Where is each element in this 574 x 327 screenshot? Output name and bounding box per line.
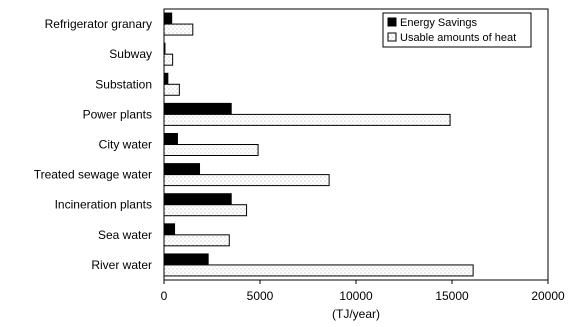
- category-label-sea-water: Sea water: [98, 228, 152, 242]
- legend: Energy Savings Usable amounts of heat: [382, 12, 532, 48]
- bar-energy-savings-sea-water: [163, 223, 176, 236]
- bar-usable-amounts-of-heat-city-water: [163, 144, 259, 156]
- category-label-power-plants: Power plants: [83, 107, 152, 121]
- x-tick-label: 10000: [339, 289, 373, 303]
- x-tick-label: 5000: [247, 289, 274, 303]
- category-label-treated-sewage-water: Treated sewage water: [34, 168, 152, 182]
- bar-energy-savings-refrigerator-granary: [163, 12, 173, 25]
- bar-energy-savings-river-water: [163, 253, 209, 266]
- x-tick-label: 0: [161, 289, 168, 303]
- category-labels: River water Sea water Incineration plants T…: [34, 17, 152, 272]
- bar-energy-savings-power-plants: [163, 102, 232, 115]
- bar-usable-amounts-of-heat-sea-water: [163, 234, 230, 247]
- legend-label-usable-heat: Usable amounts of heat: [400, 32, 516, 44]
- x-tick-labels: 0 5000 10000 15000 20000: [161, 280, 565, 303]
- bar-usable-amounts-of-heat-refrigerator-granary: [163, 23, 194, 36]
- bars-layer: [163, 12, 474, 277]
- category-label-substation: Substation: [95, 77, 152, 91]
- bar-energy-savings-incineration-plants: [163, 193, 232, 206]
- legend-swatch-usable-heat: [387, 32, 397, 42]
- category-label-city-water: City water: [99, 138, 152, 152]
- bar-energy-savings-city-water: [163, 133, 178, 145]
- bar-usable-amounts-of-heat-power-plants: [163, 113, 451, 126]
- category-label-river-water: River water: [91, 258, 152, 272]
- bar-usable-amounts-of-heat-incineration-plants: [163, 204, 248, 217]
- bar-usable-amounts-of-heat-river-water: [163, 264, 474, 277]
- x-tick-label: 20000: [531, 289, 565, 303]
- bar-energy-savings-subway: [163, 42, 166, 55]
- legend-swatch-energy-savings: [387, 17, 397, 27]
- category-label-incineration-plants: Incineration plants: [55, 198, 152, 212]
- bar-usable-amounts-of-heat-treated-sewage-water: [163, 174, 330, 187]
- bar-energy-savings-substation: [163, 72, 169, 85]
- legend-box: [382, 12, 532, 48]
- x-axis-title: (TJ/year): [332, 307, 380, 321]
- bar-energy-savings-treated-sewage-water: [163, 163, 201, 176]
- category-label-subway: Subway: [109, 47, 152, 61]
- x-tick-label: 15000: [435, 289, 469, 303]
- bar-usable-amounts-of-heat-subway: [163, 53, 174, 66]
- bar-usable-amounts-of-heat-substation: [163, 83, 180, 96]
- legend-label-energy-savings: Energy Savings: [400, 17, 478, 29]
- category-label-refrigerator-granary: Refrigerator granary: [45, 17, 152, 31]
